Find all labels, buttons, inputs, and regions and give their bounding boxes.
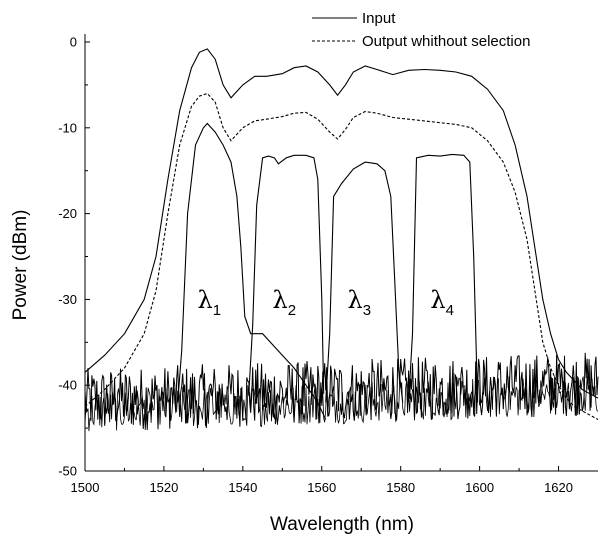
channel-label-2: λ2 <box>272 286 296 319</box>
y-tick-label: -40 <box>58 378 77 393</box>
x-tick-label: 1540 <box>228 480 257 495</box>
x-axis-title: Wavelength (nm) <box>270 514 414 535</box>
legend: Input Output whithout selection <box>312 10 530 50</box>
x-tick-label: 1560 <box>307 480 336 495</box>
y-tick-label: -30 <box>58 292 77 307</box>
channel-subscript-3: 3 <box>363 302 371 319</box>
x-tick-label: 1600 <box>465 480 494 495</box>
x-tick-label: 1500 <box>71 480 100 495</box>
channel-subscript-4: 4 <box>446 302 454 319</box>
noise-floor-trace <box>84 352 599 431</box>
series-line-0 <box>84 48 599 399</box>
legend-label-input: Input <box>362 10 396 27</box>
x-tick-label: 1580 <box>386 480 415 495</box>
y-tick-label: -20 <box>58 206 77 221</box>
channel-subscript-1: 1 <box>213 302 221 319</box>
channel-subscript-2: 2 <box>288 302 296 319</box>
series-line-2 <box>177 122 327 420</box>
y-tick-label: -50 <box>58 464 77 479</box>
x-tick-label: 1520 <box>149 480 178 495</box>
series-line-5 <box>408 153 479 403</box>
channel-label-1: λ1 <box>198 286 222 319</box>
y-tick-label: 0 <box>70 35 77 50</box>
axes-layer: 1500 1520 1540 1560 1580 1600 1620 0 -10 -20 -30 -4… <box>58 34 598 495</box>
series-layer <box>84 48 599 420</box>
channel-label-3: λ3 <box>347 286 371 319</box>
x-tick-label: 1620 <box>544 480 573 495</box>
series-line-1 <box>84 92 599 420</box>
channel-label-4: λ4 <box>430 286 454 319</box>
y-axis-title: Power (dBm) <box>10 210 31 321</box>
noise-floor-trace-2 <box>84 375 599 432</box>
legend-label-output: Output whithout selection <box>362 33 530 50</box>
y-tick-label: -10 <box>58 120 77 135</box>
annotation-layer: λ1 λ2 λ3 λ4 <box>198 286 454 319</box>
noise-floor-layer <box>84 352 599 432</box>
series-line-3 <box>248 154 325 394</box>
series-line-4 <box>325 161 404 403</box>
